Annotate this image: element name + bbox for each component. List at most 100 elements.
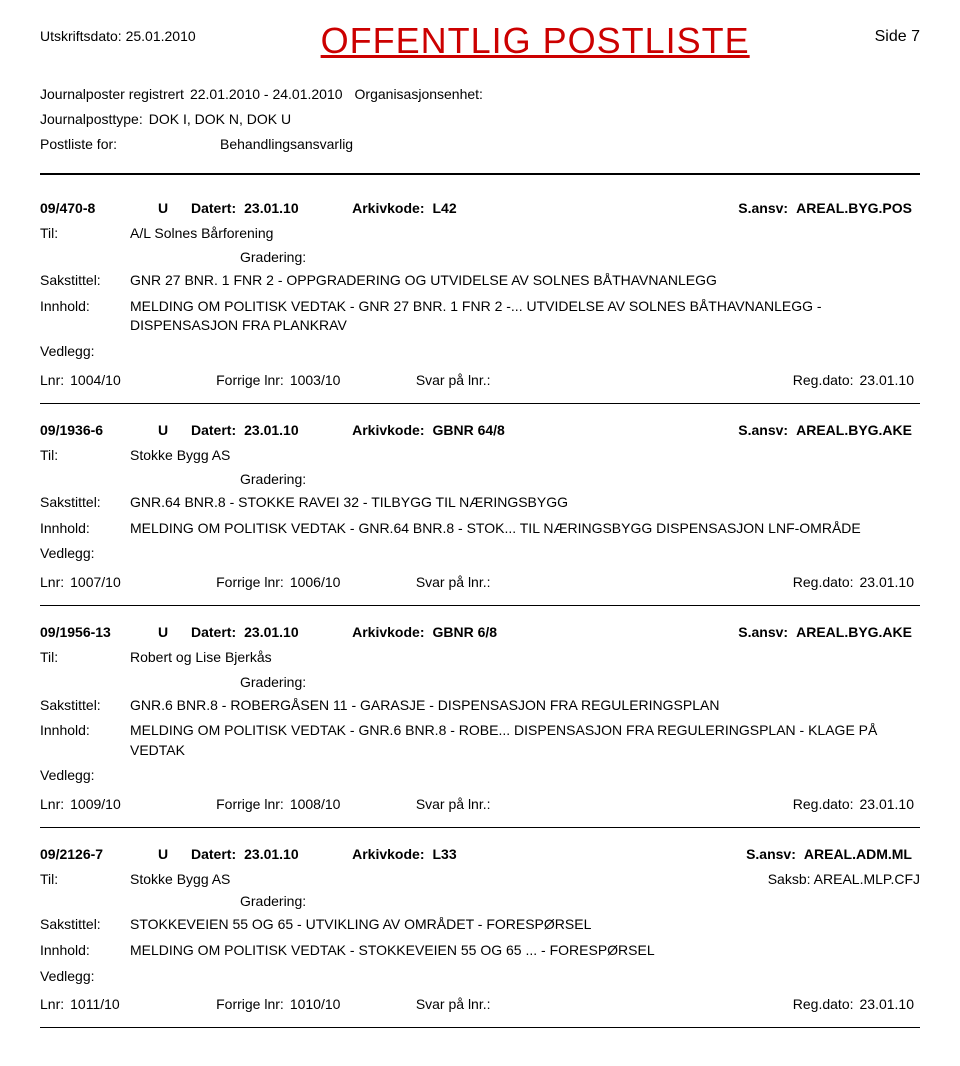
lnr-label: Lnr: bbox=[40, 996, 64, 1012]
entry-type: U bbox=[158, 422, 183, 438]
entry-innhold-line: Innhold: MELDING OM POLITISK VEDTAK - GN… bbox=[40, 297, 920, 336]
lnr-label: Lnr: bbox=[40, 796, 64, 812]
innhold-label: Innhold: bbox=[40, 519, 130, 539]
entry-vedlegg-line: Vedlegg: bbox=[40, 342, 920, 362]
entry-forrige: 1003/10 bbox=[290, 372, 410, 388]
org-label: Organisasjonsenhet: bbox=[355, 82, 483, 107]
saksb-value: AREAL.MLP.CFJ bbox=[814, 871, 920, 887]
gradering-line: Gradering: bbox=[40, 471, 920, 487]
arkivkode-label: Arkivkode: bbox=[352, 422, 424, 438]
regdato-label: Reg.dato: bbox=[793, 796, 854, 812]
entry-vedlegg-line: Vedlegg: bbox=[40, 544, 920, 564]
sakstittel-label: Sakstittel: bbox=[40, 271, 130, 291]
document-title: OFFENTLIG POSTLISTE bbox=[321, 20, 750, 62]
entry-arkivkode: L33 bbox=[432, 846, 562, 862]
entry-lnr: 1009/10 bbox=[70, 796, 210, 812]
print-date: Utskriftsdato: 25.01.2010 bbox=[40, 28, 196, 44]
vedlegg-label: Vedlegg: bbox=[40, 967, 130, 987]
gradering-line: Gradering: bbox=[40, 893, 920, 909]
sakstittel-label: Sakstittel: bbox=[40, 915, 130, 935]
regdato-label: Reg.dato: bbox=[793, 996, 854, 1012]
entry-sakstittel-line: Sakstittel: GNR 27 BNR. 1 FNR 2 - OPPGRA… bbox=[40, 271, 920, 291]
journal-entry: 09/1936-6 U Datert: 23.01.10 Arkivkode: … bbox=[40, 422, 920, 590]
entry-header: 09/470-8 U Datert: 23.01.10 Arkivkode: L… bbox=[40, 200, 920, 216]
entry-divider bbox=[40, 1027, 920, 1028]
sansv-label: S.ansv: bbox=[738, 200, 788, 216]
entry-sakstittel: STOKKEVEIEN 55 OG 65 - UTVIKLING AV OMRÅ… bbox=[130, 915, 920, 935]
gradering-label: Gradering: bbox=[240, 893, 306, 909]
entries-container: 09/470-8 U Datert: 23.01.10 Arkivkode: L… bbox=[40, 200, 920, 1029]
entry-divider bbox=[40, 827, 920, 828]
entry-arkivkode: L42 bbox=[432, 200, 562, 216]
sansv-label: S.ansv: bbox=[738, 624, 788, 640]
entry-regdato: 23.01.10 bbox=[860, 372, 915, 388]
entry-footer: Lnr: 1007/10 Forrige lnr: 1006/10 Svar p… bbox=[40, 574, 920, 590]
regdato-label: Reg.dato: bbox=[793, 574, 854, 590]
svar-label: Svar på lnr.: bbox=[416, 796, 596, 812]
vedlegg-label: Vedlegg: bbox=[40, 342, 130, 362]
innhold-label: Innhold: bbox=[40, 297, 130, 336]
entry-sakstittel: GNR.6 BNR.8 - ROBERGÅSEN 11 - GARASJE - … bbox=[130, 696, 920, 716]
entry-til: Robert og Lise Bjerkås bbox=[130, 648, 920, 668]
journalposts-label: Journalposter registrert bbox=[40, 82, 184, 107]
entry-id: 09/1956-13 bbox=[40, 624, 150, 640]
entry-divider bbox=[40, 605, 920, 606]
sansv-label: S.ansv: bbox=[738, 422, 788, 438]
entry-date: 23.01.10 bbox=[244, 846, 344, 862]
entry-forrige: 1006/10 bbox=[290, 574, 410, 590]
entry-header: 09/1936-6 U Datert: 23.01.10 Arkivkode: … bbox=[40, 422, 920, 438]
forrige-label: Forrige lnr: bbox=[216, 372, 284, 388]
regdato-label: Reg.dato: bbox=[793, 372, 854, 388]
entry-sakstittel-line: Sakstittel: GNR.6 BNR.8 - ROBERGÅSEN 11 … bbox=[40, 696, 920, 716]
saksb-label: Saksb: bbox=[768, 871, 811, 887]
entry-id: 09/470-8 bbox=[40, 200, 150, 216]
document-header: Utskriftsdato: 25.01.2010 OFFENTLIG POST… bbox=[40, 20, 920, 62]
forrige-label: Forrige lnr: bbox=[216, 996, 284, 1012]
forrige-label: Forrige lnr: bbox=[216, 574, 284, 590]
entry-ansv: AREAL.BYG.AKE bbox=[796, 624, 912, 640]
entry-regdato: 23.01.10 bbox=[860, 574, 915, 590]
entry-innhold-line: Innhold: MELDING OM POLITISK VEDTAK - ST… bbox=[40, 941, 920, 961]
entry-innhold: MELDING OM POLITISK VEDTAK - GNR 27 BNR.… bbox=[130, 297, 920, 336]
sansv-label: S.ansv: bbox=[746, 846, 796, 862]
journal-entry: 09/1956-13 U Datert: 23.01.10 Arkivkode:… bbox=[40, 624, 920, 812]
entry-date: 23.01.10 bbox=[244, 422, 344, 438]
entry-innhold: MELDING OM POLITISK VEDTAK - GNR.64 BNR.… bbox=[130, 519, 920, 539]
entry-ansv: AREAL.BYG.AKE bbox=[796, 422, 912, 438]
til-label: Til: bbox=[40, 870, 130, 890]
entry-innhold: MELDING OM POLITISK VEDTAK - STOKKEVEIEN… bbox=[130, 941, 920, 961]
entry-type: U bbox=[158, 624, 183, 640]
svar-label: Svar på lnr.: bbox=[416, 372, 596, 388]
entry-id: 09/2126-7 bbox=[40, 846, 150, 862]
lnr-label: Lnr: bbox=[40, 574, 64, 590]
entry-header: 09/2126-7 U Datert: 23.01.10 Arkivkode: … bbox=[40, 846, 920, 862]
entry-til-line: Til: Stokke Bygg AS bbox=[40, 446, 920, 466]
entry-lnr: 1011/10 bbox=[70, 996, 210, 1012]
datert-label: Datert: bbox=[191, 200, 236, 216]
behandling-value: Behandlingsansvarlig bbox=[220, 132, 353, 157]
til-label: Til: bbox=[40, 648, 130, 668]
gradering-line: Gradering: bbox=[40, 674, 920, 690]
entry-til: Stokke Bygg AS bbox=[130, 446, 920, 466]
entry-innhold-line: Innhold: MELDING OM POLITISK VEDTAK - GN… bbox=[40, 519, 920, 539]
entry-date: 23.01.10 bbox=[244, 624, 344, 640]
entry-regdato: 23.01.10 bbox=[860, 996, 915, 1012]
entry-ansv: AREAL.BYG.POS bbox=[796, 200, 912, 216]
gradering-label: Gradering: bbox=[240, 471, 306, 487]
gradering-label: Gradering: bbox=[240, 249, 306, 265]
page-number: Side 7 bbox=[875, 28, 920, 46]
entry-regdato: 23.01.10 bbox=[860, 796, 915, 812]
entry-innhold: MELDING OM POLITISK VEDTAK - GNR.6 BNR.8… bbox=[130, 721, 920, 760]
svar-label: Svar på lnr.: bbox=[416, 574, 596, 590]
vedlegg-label: Vedlegg: bbox=[40, 766, 130, 786]
til-label: Til: bbox=[40, 224, 130, 244]
entry-type: U bbox=[158, 846, 183, 862]
til-label: Til: bbox=[40, 446, 130, 466]
entry-header: 09/1956-13 U Datert: 23.01.10 Arkivkode:… bbox=[40, 624, 920, 640]
lnr-label: Lnr: bbox=[40, 372, 64, 388]
vedlegg-label: Vedlegg: bbox=[40, 544, 130, 564]
sakstittel-label: Sakstittel: bbox=[40, 493, 130, 513]
entry-sakstittel-line: Sakstittel: STOKKEVEIEN 55 OG 65 - UTVIK… bbox=[40, 915, 920, 935]
entry-lnr: 1004/10 bbox=[70, 372, 210, 388]
entry-innhold-line: Innhold: MELDING OM POLITISK VEDTAK - GN… bbox=[40, 721, 920, 760]
